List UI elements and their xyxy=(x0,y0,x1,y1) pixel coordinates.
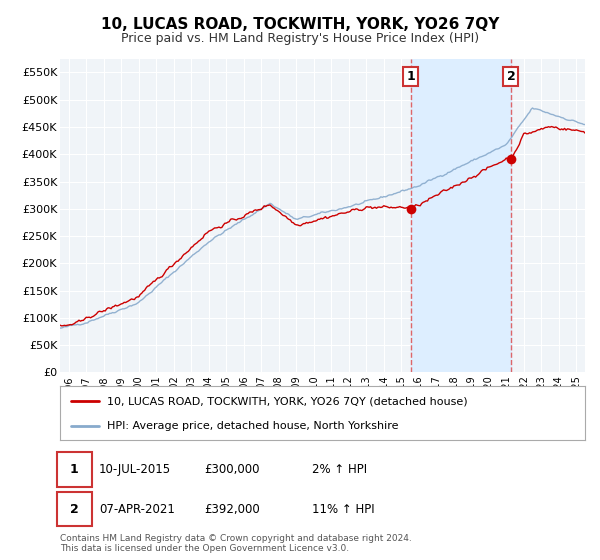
Text: 2% ↑ HPI: 2% ↑ HPI xyxy=(312,463,367,477)
Text: 1: 1 xyxy=(407,70,415,83)
Text: £392,000: £392,000 xyxy=(204,502,260,516)
Text: HPI: Average price, detached house, North Yorkshire: HPI: Average price, detached house, Nort… xyxy=(107,421,399,431)
Text: Contains HM Land Registry data © Crown copyright and database right 2024.
This d: Contains HM Land Registry data © Crown c… xyxy=(60,534,412,553)
Text: 2: 2 xyxy=(70,502,79,516)
Text: 07-APR-2021: 07-APR-2021 xyxy=(99,502,175,516)
Text: Price paid vs. HM Land Registry's House Price Index (HPI): Price paid vs. HM Land Registry's House … xyxy=(121,32,479,45)
Bar xyxy=(411,59,511,372)
Text: £300,000: £300,000 xyxy=(204,463,260,477)
Text: 11% ↑ HPI: 11% ↑ HPI xyxy=(312,502,374,516)
Text: 1: 1 xyxy=(70,463,79,477)
Text: 2: 2 xyxy=(506,70,515,83)
Text: 10, LUCAS ROAD, TOCKWITH, YORK, YO26 7QY: 10, LUCAS ROAD, TOCKWITH, YORK, YO26 7QY xyxy=(101,17,499,32)
Text: 10-JUL-2015: 10-JUL-2015 xyxy=(99,463,171,477)
Text: 10, LUCAS ROAD, TOCKWITH, YORK, YO26 7QY (detached house): 10, LUCAS ROAD, TOCKWITH, YORK, YO26 7QY… xyxy=(107,396,468,407)
